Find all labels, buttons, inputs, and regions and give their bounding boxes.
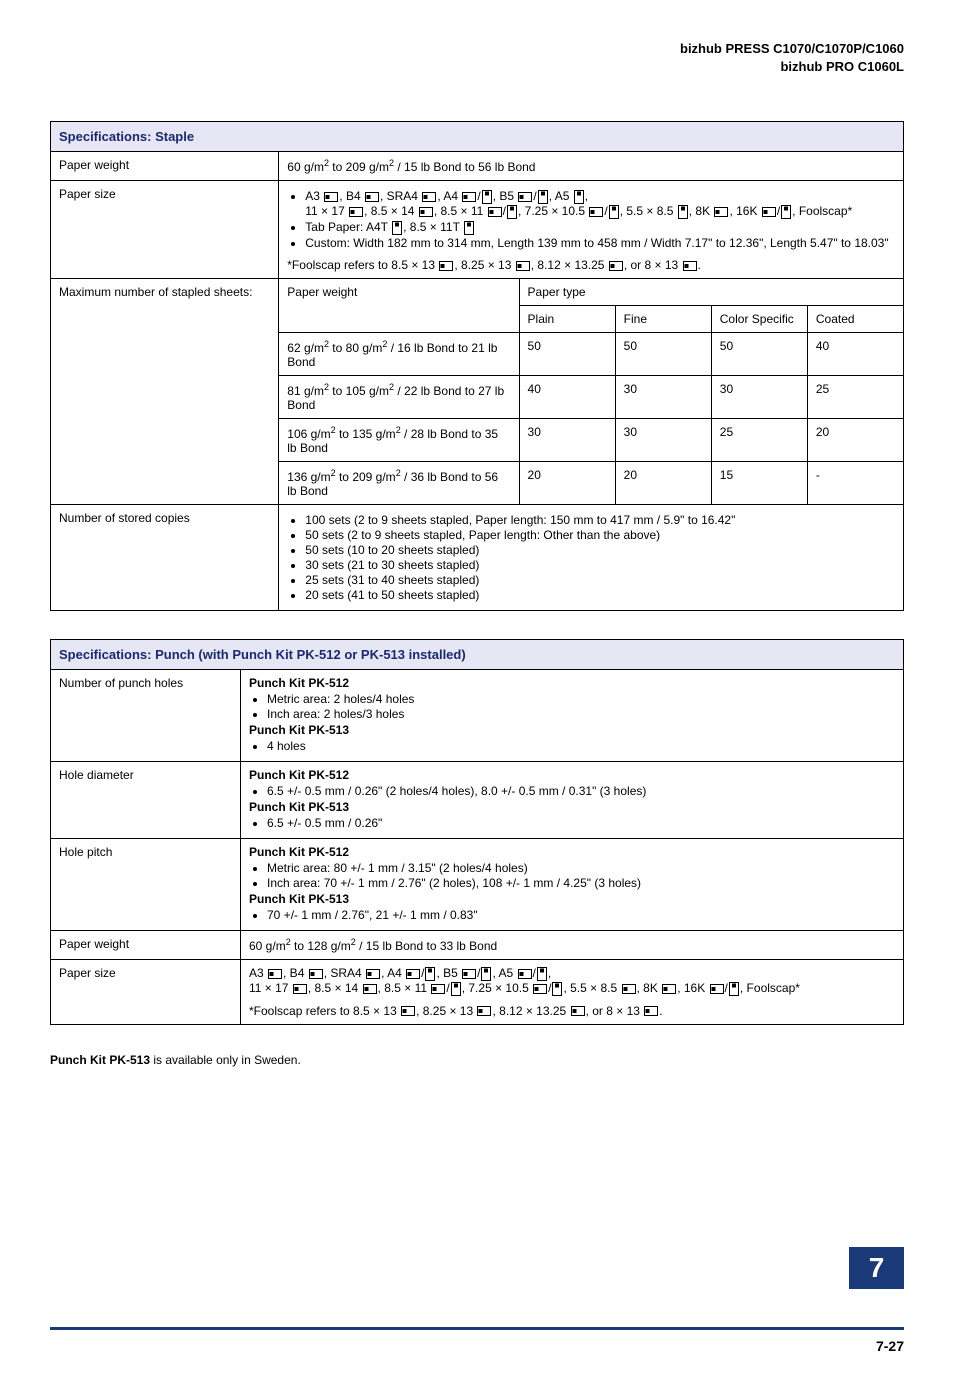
stored-copies-value: 100 sets (2 to 9 sheets stapled, Paper l… (279, 504, 904, 610)
num-holes-value: Punch Kit PK-512 Metric area: 2 holes/4 … (241, 669, 904, 761)
stored-copies-label: Number of stored copies (51, 504, 279, 610)
chapter-box: 7 (849, 1247, 904, 1289)
staple-pw-label: Paper weight (51, 152, 279, 181)
pw-row4: 136 g/m2 to 209 g/m2 / 36 lb Bond to 56 … (279, 461, 519, 504)
paper-type-col: Paper type (519, 278, 903, 305)
hole-diameter-value: Punch Kit PK-512 6.5 +/- 0.5 mm / 0.26" … (241, 761, 904, 838)
staple-ps-label: Paper size (51, 181, 279, 278)
staple-ps-value: A3 , B4 , SRA4 , A4 /, B5 /, A5 , 11 × 1… (279, 181, 904, 278)
page-number: 7-27 (50, 1330, 904, 1354)
hole-pitch-label: Hole pitch (51, 838, 241, 930)
footnote: Punch Kit PK-513 is available only in Sw… (50, 1053, 904, 1067)
header-line1: bizhub PRESS C1070/C1070P/C1060 (680, 41, 904, 56)
paper-weight-col: Paper weight (279, 278, 519, 332)
hole-diameter-label: Hole diameter (51, 761, 241, 838)
num-holes-label: Number of punch holes (51, 669, 241, 761)
col-plain: Plain (519, 305, 615, 332)
doc-header: bizhub PRESS C1070/C1070P/C1060 bizhub P… (50, 40, 904, 76)
pw-row2: 81 g/m2 to 105 g/m2 / 22 lb Bond to 27 l… (279, 375, 519, 418)
punch-title: Specifications: Punch (with Punch Kit PK… (51, 639, 904, 669)
col-color-specific: Color Specific (711, 305, 807, 332)
punch-ps-value: A3 , B4 , SRA4 , A4 /, B5 /, A5 /, 11 × … (241, 959, 904, 1024)
staple-pw-value: 60 g/m2 to 209 g/m2 / 15 lb Bond to 56 l… (279, 152, 904, 181)
punch-pw-label: Paper weight (51, 930, 241, 959)
punch-ps-label: Paper size (51, 959, 241, 1024)
col-fine: Fine (615, 305, 711, 332)
pw-row1: 62 g/m2 to 80 g/m2 / 16 lb Bond to 21 lb… (279, 332, 519, 375)
punch-pw-value: 60 g/m2 to 128 g/m2 / 15 lb Bond to 33 l… (241, 930, 904, 959)
staple-title: Specifications: Staple (51, 122, 904, 152)
header-line2: bizhub PRO C1060L (780, 59, 904, 74)
punch-table: Specifications: Punch (with Punch Kit PK… (50, 639, 904, 1025)
landscape-icon (324, 192, 338, 202)
hole-pitch-value: Punch Kit PK-512 Metric area: 80 +/- 1 m… (241, 838, 904, 930)
staple-table: Specifications: Staple Paper weight 60 g… (50, 121, 904, 610)
max-stapled-label: Maximum number of stapled sheets: (51, 278, 279, 504)
col-coated: Coated (807, 305, 903, 332)
pw-row3: 106 g/m2 to 135 g/m2 / 28 lb Bond to 35 … (279, 418, 519, 461)
portrait-icon (482, 190, 492, 204)
